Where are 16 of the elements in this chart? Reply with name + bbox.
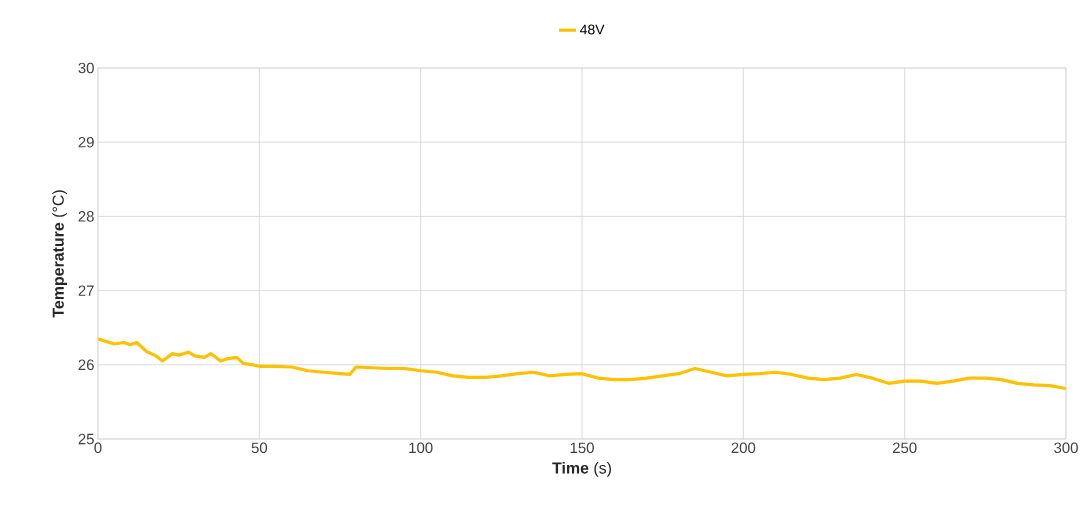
x-tick-label: 0 [94,442,102,454]
x-tick-label: 150 [570,442,594,454]
y-tick-label: 28 [78,211,94,222]
x-tick-label: 50 [251,442,268,454]
y-tick-label: 26 [78,359,94,371]
y-tick-label: 25 [78,433,94,445]
y-tick-label: 30 [78,62,94,74]
y-tick-label: 29 [78,136,94,148]
y-axis-title: Temperature (°C) [52,190,68,318]
legend-label: 48V [580,24,605,35]
x-tick-label: 300 [1054,442,1078,454]
x-tick-label: 100 [409,442,433,454]
x-axis-title: Time (s) [552,461,611,477]
x-tick-label: 200 [731,442,756,454]
x-tick-label: 250 [892,442,917,454]
y-tick-label: 27 [78,285,94,296]
